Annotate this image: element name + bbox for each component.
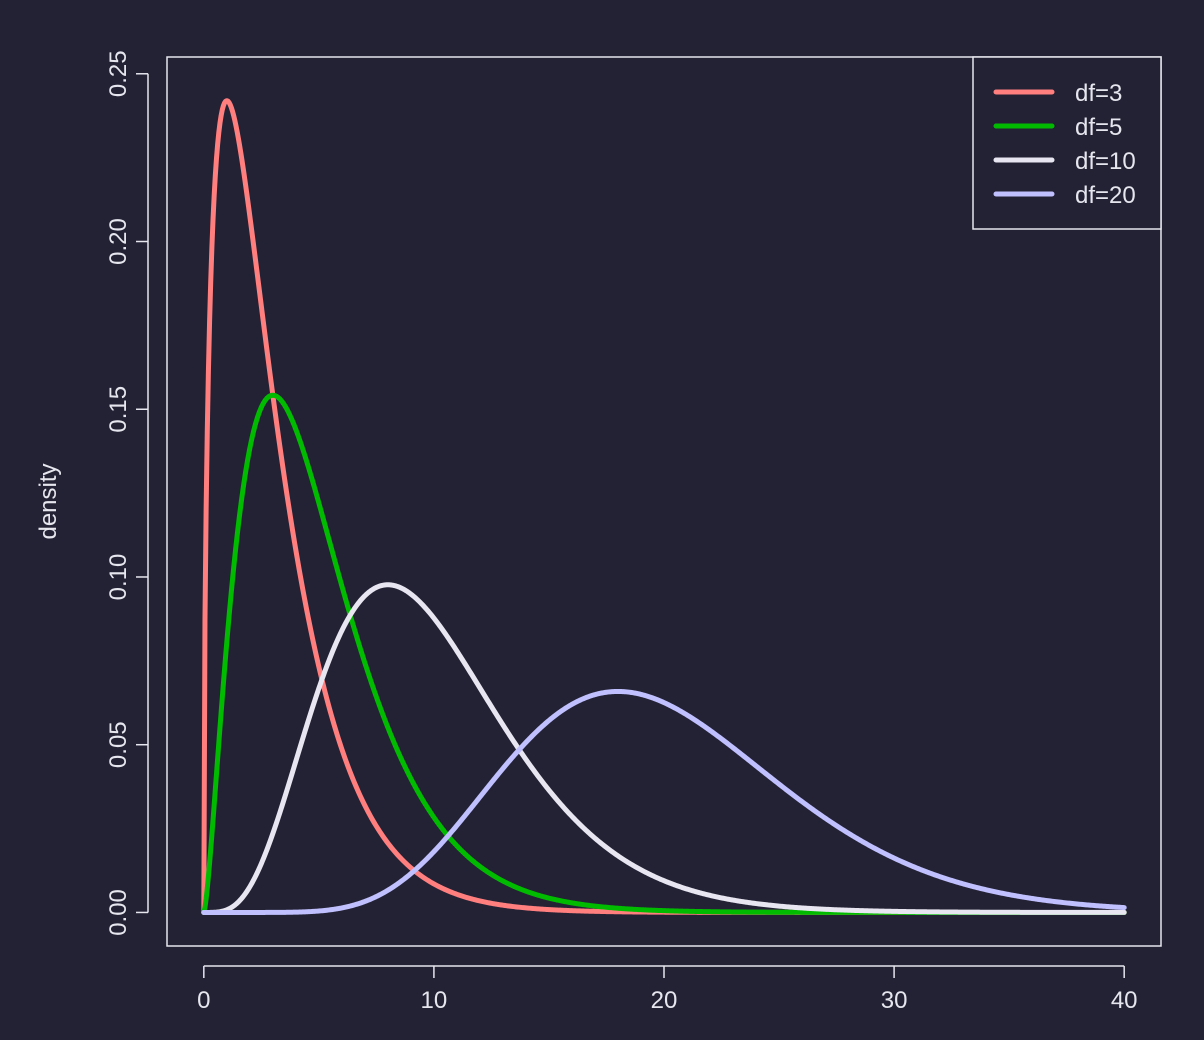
y-tick-label: 0.20 (105, 218, 132, 265)
series-group (201, 98, 1127, 915)
y-tick-label: 0.10 (105, 554, 132, 601)
x-tick-label: 40 (1111, 987, 1138, 1014)
x-tick-label: 10 (421, 987, 448, 1014)
x-axis: 0 10 20 30 40 (197, 965, 1138, 1014)
legend-label: df=5 (1075, 114, 1122, 141)
plot-frame (166, 56, 1162, 947)
series-line-df20 (201, 688, 1127, 915)
y-axis-title: density (35, 463, 62, 539)
legend-label: df=3 (1075, 80, 1122, 107)
legend-box (972, 56, 1162, 230)
y-tick-label: 0.05 (105, 721, 132, 768)
legend-label: df=20 (1075, 182, 1136, 209)
legend: df=3 df=5 df=10 df=20 (972, 56, 1162, 230)
x-tick-label: 0 (197, 987, 210, 1014)
y-tick-label: 0.15 (105, 386, 132, 433)
series-line-df10 (201, 582, 1127, 915)
x-tick-label: 20 (651, 987, 678, 1014)
y-tick-label: 0.25 (105, 50, 132, 97)
y-tick-label: 0.00 (105, 889, 132, 936)
y-axis: 0.00 0.05 0.10 0.15 0.20 0.25 (105, 50, 149, 936)
x-tick-label: 30 (881, 987, 908, 1014)
legend-label: df=10 (1075, 148, 1136, 175)
